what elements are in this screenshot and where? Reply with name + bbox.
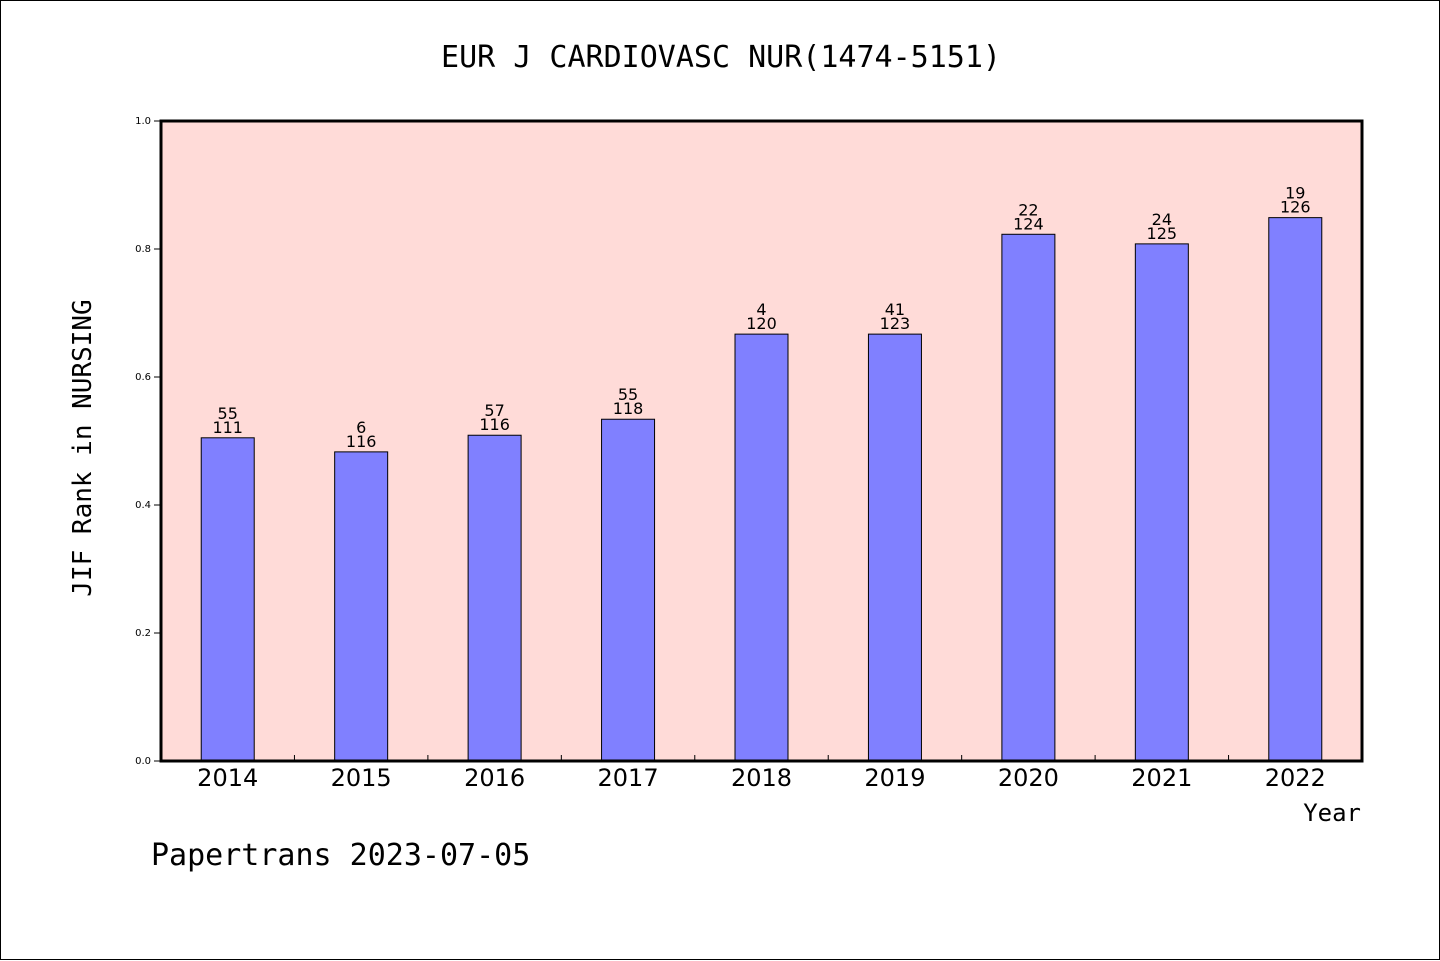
bar-2014 — [200, 437, 255, 762]
x-tick-label-2022: 2022 — [1265, 764, 1326, 792]
x-axis-label: Year — [1303, 799, 1361, 827]
bar-total-label-2016: 116 — [479, 415, 510, 434]
bar-total-label-2020: 124 — [1013, 214, 1044, 233]
bar-total-label-2015: 116 — [346, 432, 377, 451]
bar-2022 — [1268, 217, 1323, 762]
y-tick-label: 0.6 — [135, 372, 151, 383]
bar-rank-label-2016: 57 — [484, 401, 504, 420]
plot-border — [159, 119, 1364, 763]
chart-title: EUR J CARDIOVASC NUR(1474-5151) — [441, 40, 1001, 75]
x-tick-label-2021: 2021 — [1131, 764, 1192, 792]
bar-rank-label-2020: 22 — [1018, 200, 1038, 219]
bar-2017 — [601, 418, 656, 762]
y-tick-label: 0.4 — [135, 500, 151, 511]
bar-rank-label-2017: 55 — [618, 385, 638, 404]
bar-2021 — [1134, 243, 1189, 762]
bar-total-label-2014: 111 — [212, 418, 243, 437]
x-tick-label-2014: 2014 — [197, 764, 258, 792]
x-axis-ticks: 2014 2015 2016 2017 2018 2019 2020 2021 2022 — [197, 755, 1326, 792]
bar-total-label-2019: 123 — [880, 314, 911, 333]
bar-total-label-2017: 118 — [613, 399, 644, 418]
y-tick-label: 0.8 — [135, 244, 151, 255]
bar-rank-label-2021: 24 — [1152, 210, 1172, 229]
bar-total-label-2022: 126 — [1280, 198, 1311, 217]
y-tick-label: 0.0 — [135, 756, 151, 767]
bar-2016 — [467, 434, 522, 762]
bar-rank-label-2015: 6 — [356, 418, 366, 437]
y-tick-label: 0.2 — [135, 628, 151, 639]
x-tick-label-2018: 2018 — [731, 764, 792, 792]
x-tick-label-2017: 2017 — [598, 764, 659, 792]
bar-rank-label-2022: 19 — [1285, 184, 1305, 203]
y-axis-label: JIF Rank in NURSING — [68, 299, 98, 596]
x-tick-label-2015: 2015 — [331, 764, 392, 792]
bar-2020 — [1001, 233, 1056, 762]
bar-total-label-2018: 120 — [746, 314, 777, 333]
footer-watermark: Papertrans 2023-07-05 — [151, 838, 530, 873]
y-tick-label: 1.0 — [135, 116, 151, 127]
bar-2015 — [334, 451, 389, 762]
bar-rank-label-2014: 55 — [218, 404, 238, 423]
bar-2019 — [867, 333, 922, 762]
bar-2018 — [734, 333, 789, 762]
x-tick-label-2020: 2020 — [998, 764, 1059, 792]
bar-total-label-2021: 125 — [1147, 224, 1178, 243]
x-tick-label-2019: 2019 — [864, 764, 925, 792]
bars-group — [200, 217, 1323, 762]
bar-rank-label-2018: 4 — [756, 300, 766, 319]
bar-rank-label-2019: 41 — [885, 300, 905, 319]
y-axis-ticks: 0.0 0.2 0.4 0.6 0.8 1.0 — [135, 116, 161, 767]
x-tick-label-2016: 2016 — [464, 764, 525, 792]
